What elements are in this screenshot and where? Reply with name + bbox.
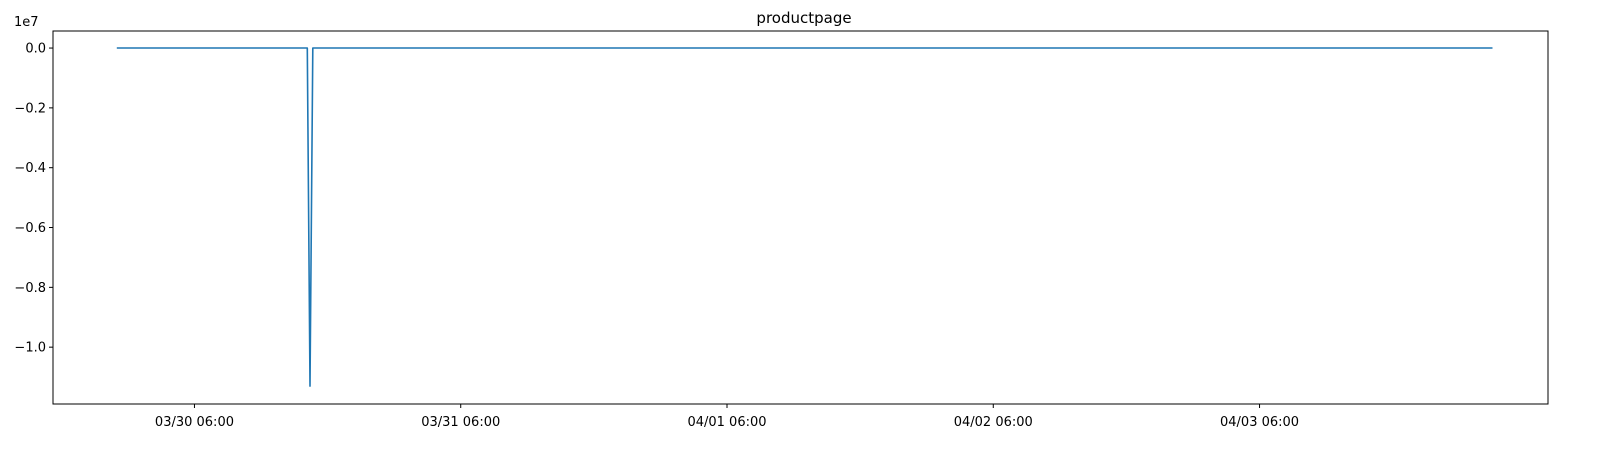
- x-tick-label: 04/01 06:00: [687, 415, 766, 430]
- plot-frame: [52, 30, 1549, 405]
- y-tick-label: −0.8: [14, 281, 46, 296]
- x-tick-label: 04/03 06:00: [1220, 415, 1299, 430]
- series-line: [116, 47, 1493, 387]
- y-axis-multiplier-label: 1e7: [14, 15, 39, 30]
- y-tick-label: −1.0: [14, 341, 46, 356]
- x-tick-label: 03/31 06:00: [421, 415, 500, 430]
- x-tick-label: 04/02 06:00: [954, 415, 1033, 430]
- chart-title: productpage: [756, 9, 851, 27]
- y-tick-label: −0.2: [14, 101, 46, 116]
- x-axis: 03/30 06:00 03/31 06:00 04/01 06:00 04/02 0…: [155, 404, 1299, 430]
- y-axis: 0.0 −0.2 −0.4 −0.6 −0.8 −1.0: [14, 42, 53, 356]
- x-tick-label: 03/30 06:00: [155, 415, 234, 430]
- y-tick-label: −0.6: [14, 221, 46, 236]
- y-tick-label: 0.0: [25, 42, 46, 57]
- y-tick-label: −0.4: [14, 161, 46, 176]
- plot-area: [116, 47, 1493, 387]
